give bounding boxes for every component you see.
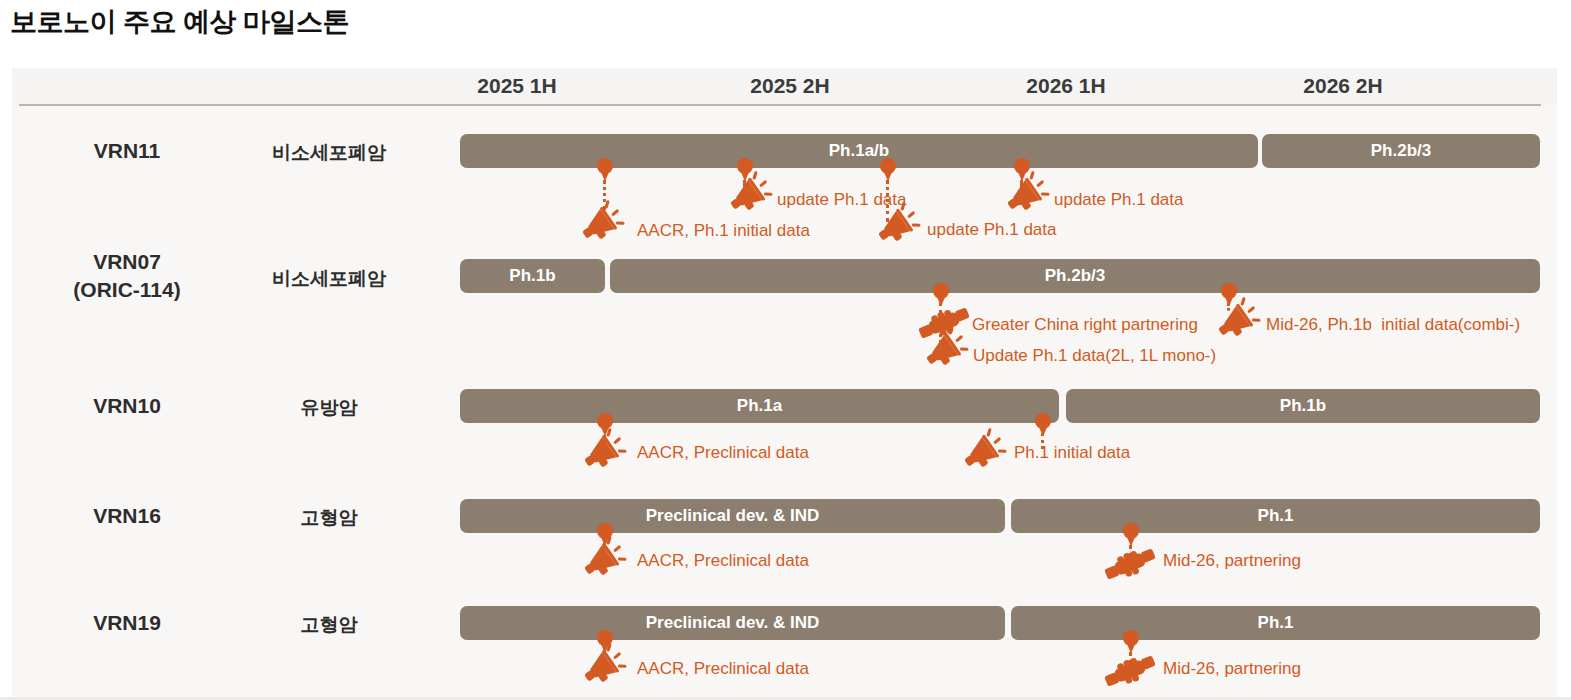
program-name: VRN19 bbox=[27, 609, 227, 637]
header-divider bbox=[19, 104, 1541, 106]
megaphone-icon bbox=[961, 434, 1005, 476]
milestone-label: Update Ph.1 data(2L, 1L mono-) bbox=[973, 346, 1216, 366]
program-subname: (ORIC-114) bbox=[27, 276, 227, 304]
program-name: VRN07 bbox=[27, 248, 227, 276]
phase-bar-label: Preclinical dev. & IND bbox=[646, 506, 820, 525]
milestone-label: update Ph.1 data bbox=[927, 220, 1057, 240]
phase-bar-label: Ph.1 bbox=[1258, 613, 1294, 632]
milestone-label: AACR, Preclinical data bbox=[637, 659, 809, 679]
program-label: VRN10 bbox=[27, 392, 227, 420]
program-name: VRN16 bbox=[27, 502, 227, 530]
program-label: VRN19 bbox=[27, 609, 227, 637]
program-name: VRN10 bbox=[27, 392, 227, 420]
milestone-label: Mid-26, partnering bbox=[1163, 659, 1301, 679]
column-header-2026-2h: 2026 2H bbox=[1258, 74, 1428, 98]
phase-bar-label: Ph.1b bbox=[1280, 396, 1326, 415]
handshake-icon bbox=[1104, 543, 1156, 585]
page-title: 보로노이 주요 예상 마일스톤 bbox=[10, 4, 349, 40]
megaphone-icon bbox=[581, 542, 625, 584]
handshake-icon bbox=[1104, 650, 1156, 692]
megaphone-icon bbox=[727, 177, 771, 219]
milestone-pin-icon bbox=[1034, 412, 1052, 438]
phase-bar: Preclinical dev. & IND bbox=[460, 606, 1005, 640]
megaphone-icon bbox=[1004, 177, 1048, 219]
phase-bar: Ph.1a bbox=[460, 389, 1059, 423]
milestone-label: Mid-26, Ph.1b initial data(combi-) bbox=[1266, 315, 1520, 335]
phase-bar: Ph.1b bbox=[460, 259, 605, 293]
phase-bar-label: Ph.1b bbox=[509, 266, 555, 285]
megaphone-icon bbox=[581, 649, 625, 691]
milestone-pin-icon bbox=[879, 157, 897, 183]
indication-label: 비소세포폐암 bbox=[239, 266, 419, 292]
phase-bar-label: Ph.2b/3 bbox=[1371, 141, 1431, 160]
phase-bar: Ph.1 bbox=[1011, 499, 1540, 533]
indication-label: 고형암 bbox=[239, 612, 419, 638]
milestone-label: Greater China right partnering bbox=[972, 315, 1198, 335]
phase-bar: Preclinical dev. & IND bbox=[460, 499, 1005, 533]
phase-bar: Ph.1b bbox=[1066, 389, 1540, 423]
indication-label: 비소세포폐암 bbox=[239, 140, 419, 166]
indication-label: 고형암 bbox=[239, 505, 419, 531]
phase-bar: Ph.1a/b bbox=[460, 134, 1258, 168]
milestone-label: Mid-26, partnering bbox=[1163, 551, 1301, 571]
phase-bar: Ph.2b/3 bbox=[1262, 134, 1540, 168]
megaphone-icon bbox=[875, 208, 919, 250]
phase-bar-label: Ph.1a bbox=[737, 396, 782, 415]
phase-bar: Ph.2b/3 bbox=[610, 259, 1540, 293]
column-header-2025-1h: 2025 1H bbox=[432, 74, 602, 98]
megaphone-icon bbox=[1215, 303, 1259, 345]
indication-label: 유방암 bbox=[239, 395, 419, 421]
column-header-2026-1h: 2026 1H bbox=[981, 74, 1151, 98]
milestone-label: Ph.1 initial data bbox=[1014, 443, 1130, 463]
phase-bar: Ph.1 bbox=[1011, 606, 1540, 640]
column-header-2025-2h: 2025 2H bbox=[705, 74, 875, 98]
milestone-label: AACR, Preclinical data bbox=[637, 551, 809, 571]
program-name: VRN11 bbox=[27, 137, 227, 165]
phase-bar-label: Preclinical dev. & IND bbox=[646, 613, 820, 632]
megaphone-icon bbox=[579, 206, 623, 248]
megaphone-icon bbox=[581, 434, 625, 476]
program-label: VRN16 bbox=[27, 502, 227, 530]
milestone-label: update Ph.1 data bbox=[1054, 190, 1184, 210]
milestone-label: AACR, Ph.1 initial data bbox=[637, 221, 810, 241]
milestone-pin-icon bbox=[596, 157, 614, 183]
milestone-label: AACR, Preclinical data bbox=[637, 443, 809, 463]
milestone-roadmap: 보로노이 주요 예상 마일스톤 2025 1H 2025 2H 2026 1H … bbox=[0, 0, 1571, 700]
program-label: VRN11 bbox=[27, 137, 227, 165]
program-label: VRN07 (ORIC-114) bbox=[27, 248, 227, 304]
megaphone-icon bbox=[923, 332, 967, 374]
phase-bar-label: Ph.1 bbox=[1258, 506, 1294, 525]
phase-bar-label: Ph.2b/3 bbox=[1045, 266, 1105, 285]
